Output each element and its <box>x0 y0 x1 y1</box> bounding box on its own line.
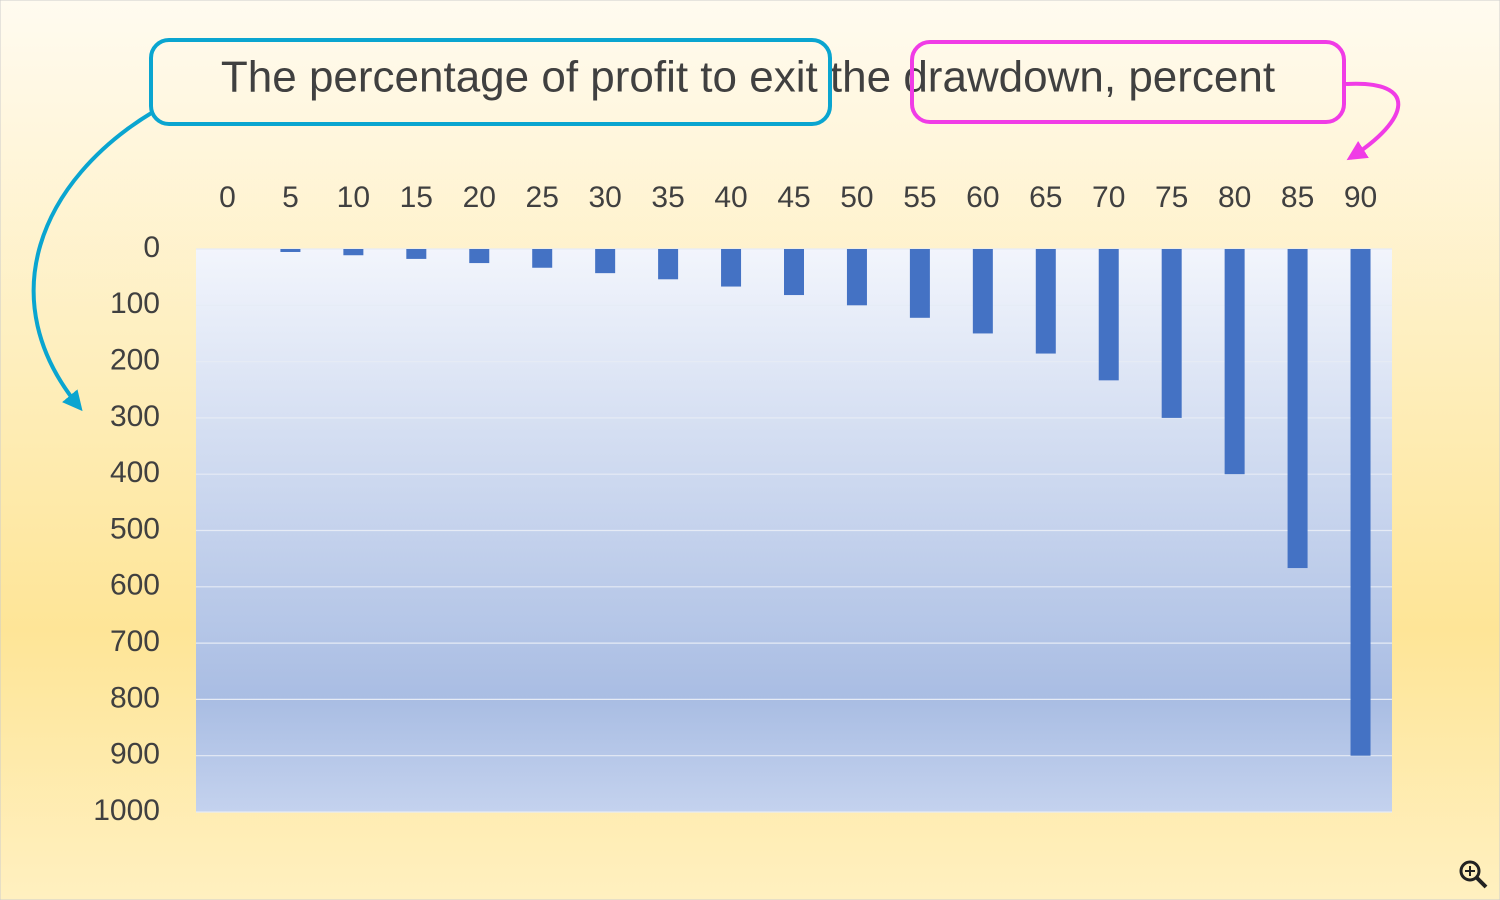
x-tick-label: 55 <box>903 181 936 214</box>
bar <box>1035 249 1056 354</box>
bar <box>721 249 742 287</box>
x-tick-label: 85 <box>1281 181 1314 214</box>
x-tick-label: 90 <box>1344 181 1377 214</box>
bar <box>909 249 930 318</box>
x-tick-label: 45 <box>777 181 810 214</box>
y-tick-label: 100 <box>110 287 160 320</box>
x-tick-label: 25 <box>526 181 559 214</box>
x-tick-label: 60 <box>966 181 999 214</box>
x-tick-label: 70 <box>1092 181 1125 214</box>
bar <box>343 249 364 256</box>
bar <box>1287 249 1308 569</box>
x-tick-label: 15 <box>400 181 433 214</box>
bar <box>972 249 993 334</box>
x-tick-label: 75 <box>1155 181 1188 214</box>
y-tick-label: 700 <box>110 625 160 658</box>
chart-title: The percentage of profit to exit the dra… <box>221 53 1275 102</box>
bar <box>280 249 301 252</box>
x-tick-label: 10 <box>337 181 370 214</box>
x-tick-label: 20 <box>463 181 496 214</box>
bar <box>784 249 804 296</box>
y-tick-label: 400 <box>110 456 160 489</box>
arrow <box>31 110 155 412</box>
x-tick-label: 65 <box>1029 181 1062 214</box>
bar <box>1224 249 1245 475</box>
bar <box>1161 249 1182 418</box>
bar <box>406 249 427 259</box>
bar <box>595 249 616 274</box>
y-tick-label: 900 <box>110 738 160 771</box>
x-tick-label: 35 <box>651 181 684 214</box>
x-tick-label: 80 <box>1218 181 1251 214</box>
y-tick-label: 600 <box>110 569 160 602</box>
x-tick-label: 50 <box>840 181 873 214</box>
bar <box>658 249 679 280</box>
bar <box>1098 249 1119 381</box>
bar <box>1350 249 1371 756</box>
y-tick-label: 0 <box>143 231 160 264</box>
bar <box>469 249 490 264</box>
y-tick-label: 1000 <box>93 794 160 827</box>
bar <box>846 249 867 306</box>
y-tick-label: 300 <box>110 400 160 433</box>
arrow <box>1345 81 1401 161</box>
highlight-box <box>910 40 1346 124</box>
y-tick-label: 800 <box>110 681 160 714</box>
y-tick-label: 500 <box>110 512 160 545</box>
zoom-icon[interactable] <box>1459 860 1488 889</box>
x-tick-label: 0 <box>219 181 236 214</box>
bar <box>532 249 553 268</box>
x-tick-label: 5 <box>282 181 299 214</box>
highlight-box <box>149 38 832 126</box>
x-tick-label: 40 <box>714 181 747 214</box>
x-tick-label: 30 <box>588 181 621 214</box>
y-tick-label: 200 <box>110 344 160 377</box>
